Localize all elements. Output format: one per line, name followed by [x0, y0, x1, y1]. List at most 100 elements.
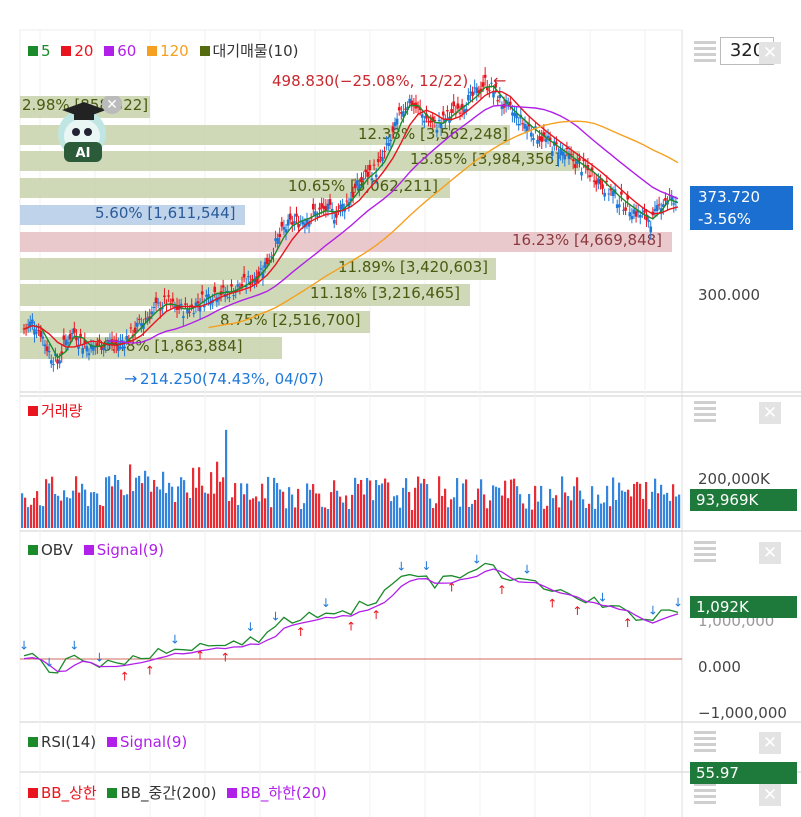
legend-ma5[interactable]: 5	[28, 42, 51, 60]
volume-close-icon[interactable]: ✕	[759, 402, 781, 424]
price-close-icon[interactable]: ✕	[759, 42, 781, 64]
volume-bar	[195, 487, 198, 528]
legend-bb-middle[interactable]: BB_중간(200)	[107, 784, 217, 802]
volume-bar	[393, 496, 396, 528]
volume-bar	[462, 483, 465, 528]
volume-bar	[336, 490, 339, 528]
candle-body	[597, 178, 600, 183]
candle-body	[186, 309, 189, 314]
candle-body	[146, 317, 149, 321]
volume-menu-icon[interactable]	[694, 398, 716, 422]
candle-body	[647, 219, 650, 222]
volume-bar	[588, 503, 591, 528]
volume-bar	[144, 470, 147, 528]
volume-bar	[294, 507, 297, 528]
candle-body	[66, 342, 70, 344]
candle-body	[389, 140, 393, 142]
rsi-menu-icon[interactable]	[694, 728, 716, 752]
rsi-close-icon[interactable]: ✕	[759, 732, 781, 754]
volume-bar	[285, 508, 288, 528]
signal-down-arrow-icon: ↓	[69, 638, 79, 652]
volume-bar	[489, 500, 492, 528]
legend-obv[interactable]: OBV	[28, 541, 73, 559]
legend-bb-upper[interactable]: BB_상한	[28, 784, 97, 802]
candle-body	[534, 126, 537, 129]
legend-ma60[interactable]: 60	[104, 42, 136, 60]
volume-bar	[420, 483, 423, 528]
volume-bar	[105, 477, 108, 528]
candle-body	[573, 164, 577, 168]
legend-volume-profile[interactable]: 대기매물(10)	[199, 42, 299, 60]
volume-bar	[549, 488, 552, 528]
volume-bar	[27, 507, 30, 528]
volume-bar	[33, 497, 36, 528]
candle-body	[335, 213, 338, 218]
volume-bar	[174, 502, 177, 528]
candle-body	[481, 82, 485, 87]
volume-bar	[288, 487, 291, 528]
candle-body	[607, 193, 611, 195]
volume-bar	[231, 497, 234, 528]
ai-label: AI	[76, 146, 91, 161]
volume-bar	[399, 507, 402, 528]
legend-bb-lower[interactable]: BB_하한(20)	[227, 784, 327, 802]
signal-up-arrow-icon: ↑	[572, 604, 582, 618]
candle-body	[60, 351, 64, 355]
candle-body	[374, 174, 378, 178]
candle-body	[458, 112, 462, 114]
candle-body	[439, 123, 443, 129]
bb-close-icon[interactable]: ✕	[759, 784, 781, 806]
ai-mascot-icon[interactable]: AI ✕	[52, 96, 122, 166]
signal-up-arrow-icon: ↑	[220, 650, 230, 664]
rsi-legend: RSI(14) Signal(9)	[28, 733, 193, 751]
volume-bar	[390, 501, 393, 528]
signal-down-arrow-icon: ↓	[19, 639, 29, 653]
volume-bar	[417, 476, 420, 528]
candle-body	[358, 184, 361, 190]
volume-bar	[348, 508, 351, 528]
low-price-label: 214.250(74.43%, 04/07)	[140, 370, 324, 388]
candle-body	[87, 353, 91, 356]
volume-bar	[528, 493, 531, 528]
candle-body	[540, 136, 544, 142]
volume-bar	[159, 489, 162, 528]
volume-bar	[630, 496, 633, 528]
price-menu-icon[interactable]	[694, 38, 716, 62]
volume-bar	[153, 479, 156, 528]
volume-bar	[210, 472, 213, 528]
legend-obv-signal[interactable]: Signal(9)	[83, 541, 164, 559]
candle-body	[171, 298, 175, 302]
volume-bar	[591, 486, 594, 528]
candle-body	[509, 101, 512, 105]
candle-body	[83, 340, 87, 345]
signal-down-arrow-icon: ↓	[271, 609, 281, 623]
volume-bar	[222, 477, 225, 528]
legend-volume[interactable]: 거래량	[28, 402, 82, 420]
candle-body	[467, 94, 470, 101]
volume-bar	[495, 486, 498, 528]
candle-body	[544, 138, 548, 142]
obv-menu-icon[interactable]	[694, 538, 716, 562]
candle-body	[353, 183, 357, 189]
candle-body	[68, 333, 72, 340]
bb-menu-icon[interactable]	[694, 780, 716, 804]
obv-close-icon[interactable]: ✕	[759, 542, 781, 564]
candle-body	[496, 100, 500, 102]
candle-body	[322, 205, 326, 209]
candle-body	[670, 195, 674, 200]
signal-up-arrow-icon: ↑	[371, 608, 381, 622]
legend-ma120[interactable]: 120	[147, 42, 189, 60]
volume-bar	[36, 491, 39, 528]
signal-down-arrow-icon: ↓	[673, 595, 683, 609]
legend-ma20[interactable]: 20	[61, 42, 93, 60]
candle-body	[77, 344, 80, 349]
legend-rsi-signal[interactable]: Signal(9)	[106, 733, 187, 751]
candle-body	[379, 156, 382, 158]
candle-body	[198, 305, 202, 312]
volume-bar	[396, 495, 399, 528]
candle-body	[557, 154, 560, 159]
candle-body	[410, 100, 414, 107]
candle-body	[362, 178, 365, 180]
ma120-line	[208, 120, 679, 329]
legend-rsi[interactable]: RSI(14)	[28, 733, 96, 751]
